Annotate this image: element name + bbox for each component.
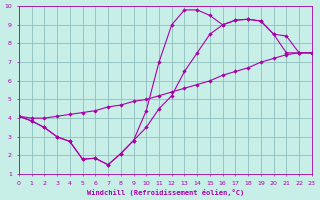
X-axis label: Windchill (Refroidissement éolien,°C): Windchill (Refroidissement éolien,°C): [87, 189, 244, 196]
